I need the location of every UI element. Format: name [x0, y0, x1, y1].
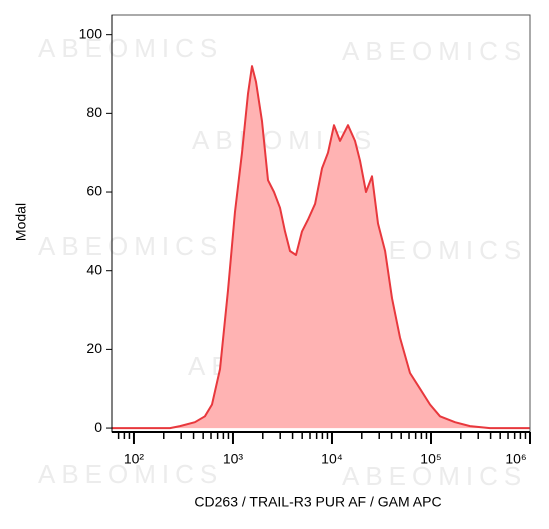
x-tick-label: 10² [124, 451, 145, 467]
watermark: ABEOMICS [38, 33, 223, 63]
x-tick-label: 10⁶ [505, 451, 526, 467]
y-tick-label: 0 [94, 419, 102, 435]
x-tick-label: 10⁵ [420, 451, 441, 467]
watermark: ABEOMICS [38, 459, 223, 489]
y-tick-label: 40 [86, 261, 102, 277]
y-axis-label: Modal [13, 203, 29, 241]
watermark: ABEOMICS [38, 231, 223, 261]
x-tick-label: 10⁴ [321, 451, 343, 467]
y-tick-label: 60 [86, 183, 102, 199]
y-tick-label: 100 [79, 25, 103, 41]
watermark: ABEOMICS [342, 461, 527, 491]
area-fill [112, 66, 530, 429]
y-tick-label: 80 [86, 104, 102, 120]
watermark: ABEOMICS [342, 36, 527, 66]
y-tick-label: 20 [86, 340, 102, 356]
x-tick-label: 10³ [223, 451, 244, 467]
x-axis-label: CD263 / TRAIL-R3 PUR AF / GAM APC [194, 494, 441, 510]
area-line [112, 65, 530, 430]
